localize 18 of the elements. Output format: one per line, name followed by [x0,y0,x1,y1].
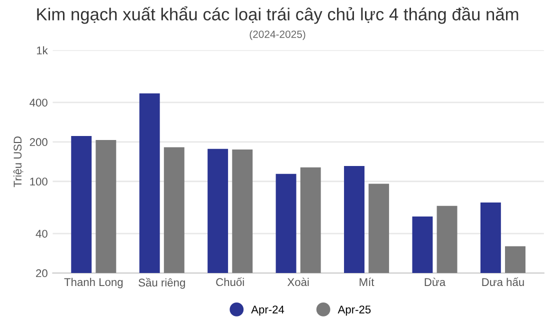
y-tick-label: 100 [30,178,48,186]
x-tick-label: Dưa hấu [482,277,524,286]
x-tick-label: Xoài [287,278,309,286]
y-tick-label: 20 [36,269,48,278]
chart-subtitle: (2024-2025) [250,30,306,40]
x-tick-label: Dừa [424,278,446,286]
legend-label: Apr-24 [251,306,284,316]
x-tick-label: Thanh Long [64,278,123,288]
y-tick-label: 400 [30,98,48,107]
y-axis-title: Triệu USD [13,136,24,188]
x-tick-label: Mít [360,278,374,286]
x-tick-label: Chuối [216,277,244,286]
y-tick-label: 1k [36,46,48,54]
y-tick-label: 200 [30,138,48,146]
legend-label: Apr-25 [338,306,371,316]
y-tick-label: 40 [36,230,48,238]
chart-title: Kim ngạch xuất khẩu các loại trái cây chủ lực 4 tháng đầu năm [37,6,518,24]
x-tick-label: Sầu riêng [138,278,185,289]
